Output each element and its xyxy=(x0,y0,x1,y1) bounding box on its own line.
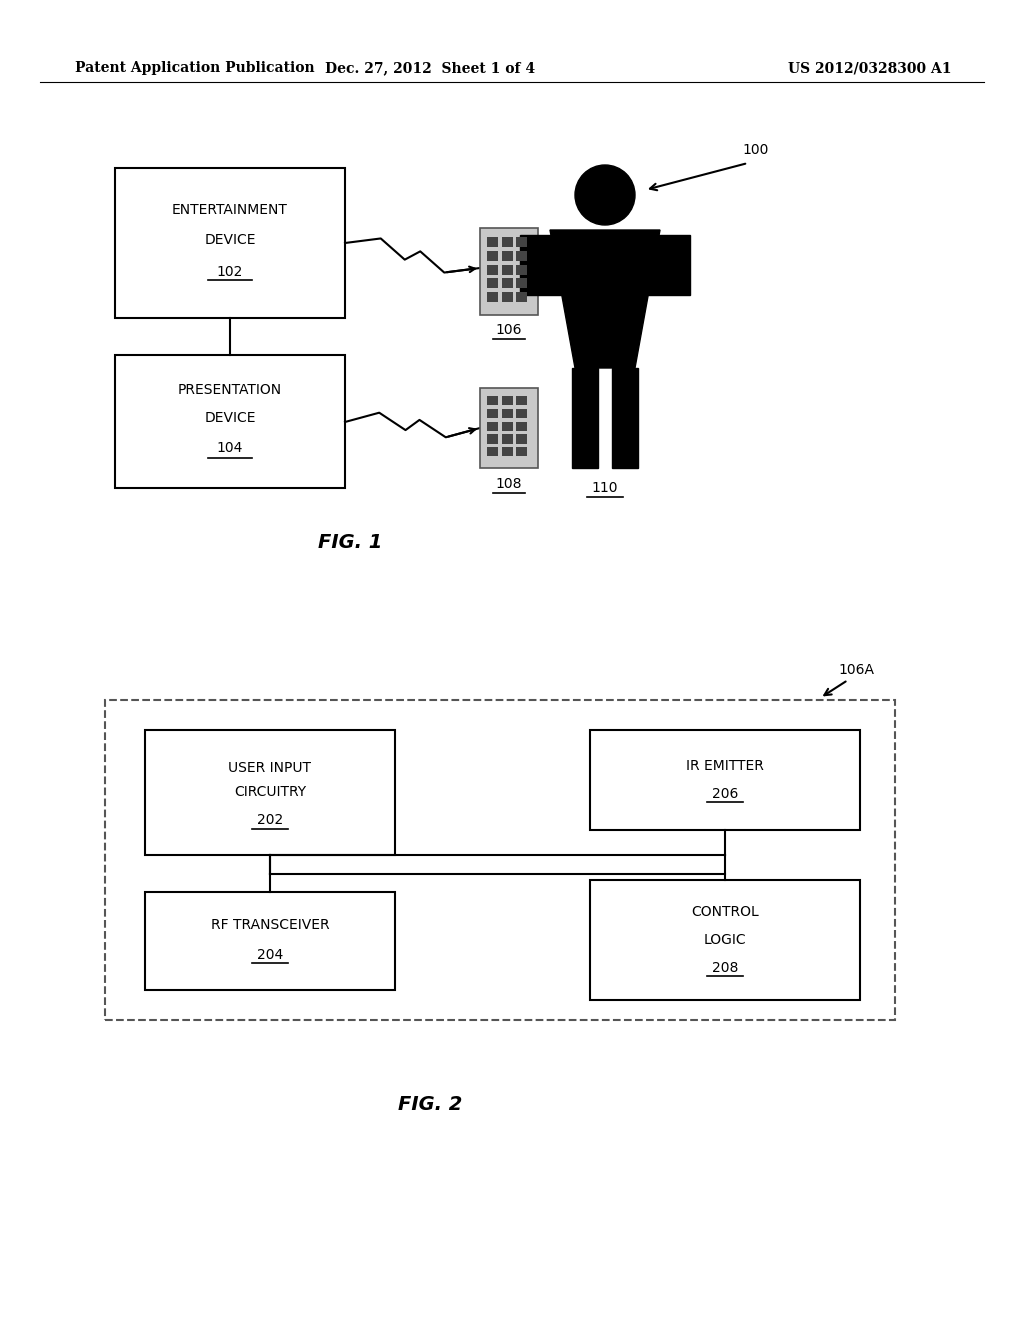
Bar xyxy=(487,251,498,260)
Text: Dec. 27, 2012  Sheet 1 of 4: Dec. 27, 2012 Sheet 1 of 4 xyxy=(325,61,536,75)
Bar xyxy=(590,880,860,1001)
Bar xyxy=(487,264,498,275)
Bar xyxy=(487,236,498,247)
Bar xyxy=(487,279,498,289)
Bar xyxy=(502,409,513,418)
Bar xyxy=(502,279,513,289)
Text: 104: 104 xyxy=(217,441,243,455)
Bar xyxy=(516,421,527,430)
Bar xyxy=(480,388,538,469)
Bar xyxy=(502,421,513,430)
Bar xyxy=(516,279,527,289)
Text: PRESENTATION: PRESENTATION xyxy=(178,383,282,397)
Polygon shape xyxy=(550,230,660,368)
Bar xyxy=(487,396,498,405)
Bar xyxy=(105,700,895,1020)
Text: 108: 108 xyxy=(496,477,522,491)
Bar xyxy=(572,368,598,469)
Bar xyxy=(516,292,527,302)
Text: 100: 100 xyxy=(742,143,768,157)
Circle shape xyxy=(575,165,635,224)
Bar xyxy=(502,434,513,444)
Bar xyxy=(115,168,345,318)
Bar xyxy=(487,409,498,418)
Text: CIRCUITRY: CIRCUITRY xyxy=(233,785,306,800)
Text: 204: 204 xyxy=(257,948,283,962)
Bar xyxy=(590,730,860,830)
Polygon shape xyxy=(520,235,690,294)
Text: IR EMITTER: IR EMITTER xyxy=(686,759,764,774)
Text: DEVICE: DEVICE xyxy=(204,411,256,425)
Text: 110: 110 xyxy=(592,480,618,495)
Text: LOGIC: LOGIC xyxy=(703,933,746,946)
Text: 102: 102 xyxy=(217,265,243,279)
Bar xyxy=(115,355,345,488)
Bar xyxy=(612,368,638,469)
Bar xyxy=(502,396,513,405)
Bar xyxy=(502,292,513,302)
Text: DEVICE: DEVICE xyxy=(204,234,256,247)
Bar xyxy=(502,251,513,260)
Bar xyxy=(502,447,513,457)
Bar xyxy=(516,396,527,405)
Bar xyxy=(145,730,395,855)
Text: USER INPUT: USER INPUT xyxy=(228,760,311,775)
Text: 208: 208 xyxy=(712,961,738,975)
Text: 106: 106 xyxy=(496,323,522,337)
Text: 106A: 106A xyxy=(838,663,874,677)
Text: FIG. 2: FIG. 2 xyxy=(397,1096,462,1114)
Bar xyxy=(480,228,538,315)
Bar xyxy=(145,892,395,990)
Bar xyxy=(516,409,527,418)
Text: ENTERTAINMENT: ENTERTAINMENT xyxy=(172,203,288,216)
Bar xyxy=(516,236,527,247)
Bar xyxy=(502,264,513,275)
Bar xyxy=(516,434,527,444)
Bar xyxy=(487,434,498,444)
Bar xyxy=(487,421,498,430)
Text: US 2012/0328300 A1: US 2012/0328300 A1 xyxy=(788,61,951,75)
Bar xyxy=(487,292,498,302)
Text: CONTROL: CONTROL xyxy=(691,906,759,919)
Bar xyxy=(516,447,527,457)
Text: RF TRANSCEIVER: RF TRANSCEIVER xyxy=(211,917,330,932)
Text: Patent Application Publication: Patent Application Publication xyxy=(75,61,314,75)
Text: 206: 206 xyxy=(712,787,738,801)
Bar xyxy=(487,447,498,457)
Text: FIG. 1: FIG. 1 xyxy=(317,533,382,553)
Bar xyxy=(502,236,513,247)
Bar xyxy=(516,251,527,260)
Text: 202: 202 xyxy=(257,813,283,828)
Bar xyxy=(516,264,527,275)
